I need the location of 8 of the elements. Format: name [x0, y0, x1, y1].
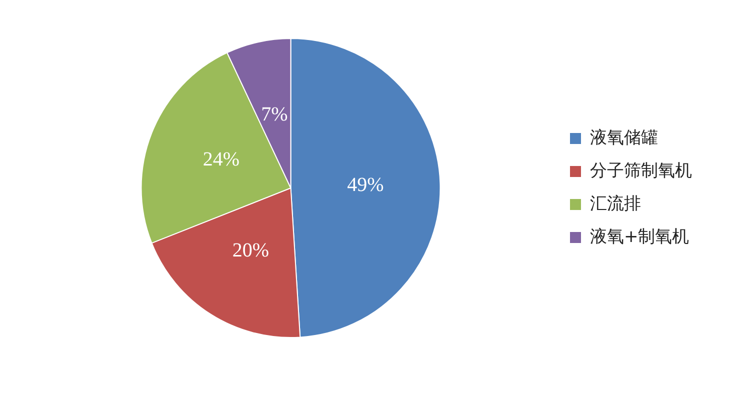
legend-label: 液氧+制氧机: [590, 226, 690, 247]
data-label: 20%: [232, 239, 270, 262]
legend-label: 液氧储罐: [590, 128, 658, 148]
data-label: 24%: [202, 148, 240, 171]
data-label: 49%: [347, 174, 384, 196]
data-label: 7%: [261, 103, 288, 126]
legend-label: 分子筛制氧机: [590, 160, 692, 181]
legend-label: 汇流排: [590, 194, 641, 214]
